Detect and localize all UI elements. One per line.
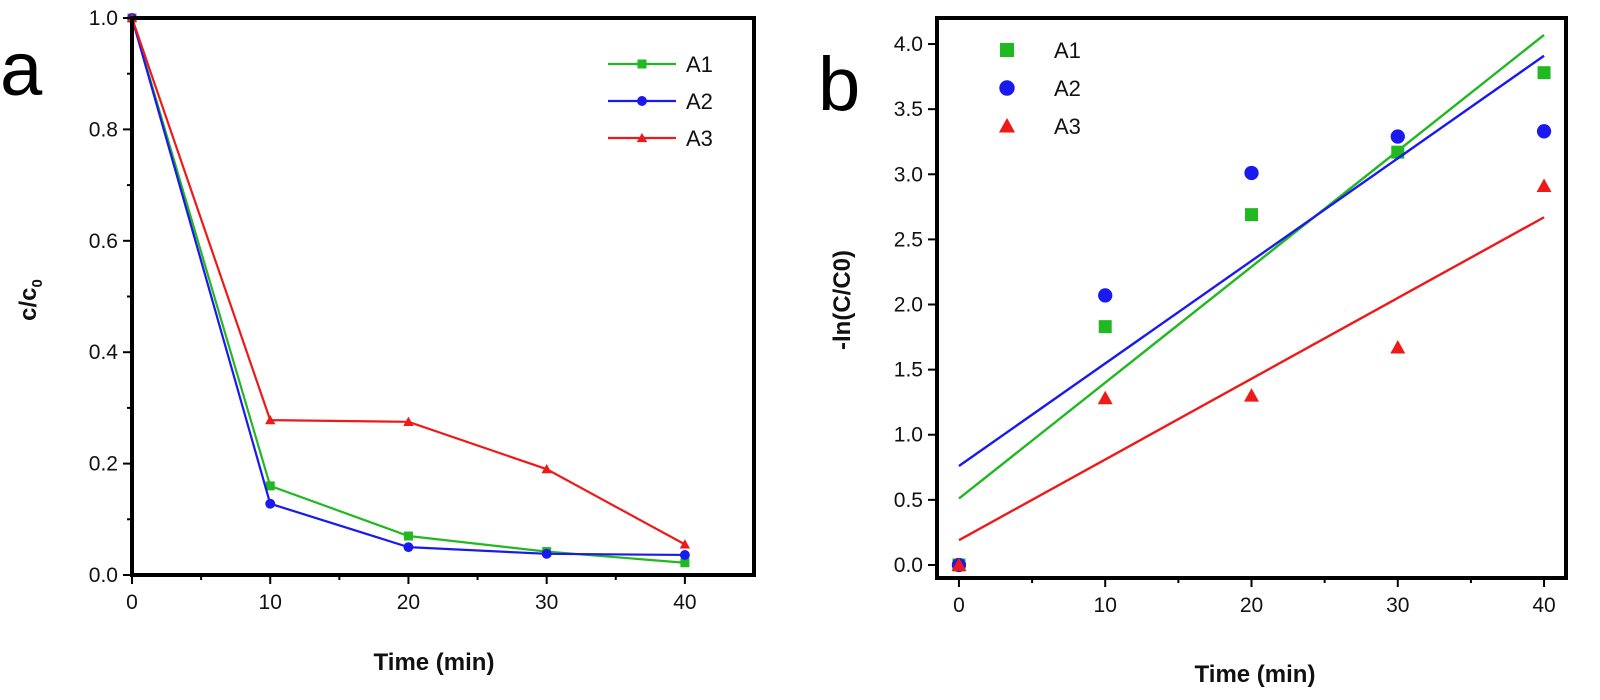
b-point-a2	[1098, 288, 1113, 303]
b-legend-label: A1	[1054, 38, 1081, 63]
b-point-a2	[1244, 165, 1259, 181]
b-y-tick-label: 1.5	[894, 359, 923, 382]
a-legend-marker	[637, 96, 647, 106]
b-y-tick-label: 0.5	[894, 489, 923, 512]
panel-b-y-ticks: 0.0 0.5 1.0 1.5 2.0 2.5 3.0 3.5 4.0	[894, 33, 937, 577]
panel-a-y-ticks: 0.0 0.2 0.4 0.6 0.8 1.0	[89, 7, 132, 587]
a-point-a3	[679, 539, 691, 549]
a-x-tick-label: 10	[259, 591, 282, 614]
b-point-a3	[1097, 390, 1113, 405]
panel-a-y-axis-title-main: c/c	[15, 287, 42, 320]
a-legend-item-a3: A3	[608, 126, 713, 151]
panel-a-letter: a	[0, 27, 43, 112]
a-y-tick-label: 0.8	[89, 118, 118, 141]
b-point-a1	[1098, 320, 1112, 334]
panel-a-legend: A1 A2 A3	[608, 52, 713, 151]
panel-b-plot-area	[951, 33, 1552, 573]
a-point-a3	[403, 416, 414, 426]
a-y-tick-label: 1.0	[89, 7, 118, 30]
a-point-a2	[679, 549, 690, 560]
b-fit-line-a1	[958, 33, 1545, 500]
a-x-tick-label: 40	[673, 591, 696, 614]
a-legend-item-a2: A2	[608, 89, 713, 114]
b-point-a3	[951, 557, 967, 571]
panel-b-y-axis-title: -ln(C/C0)	[829, 250, 856, 350]
a-series-a3	[126, 12, 691, 549]
a-series-line-a1	[130, 17, 685, 564]
a-y-tick-label: 0.2	[89, 453, 118, 476]
b-x-tick-label: 10	[1094, 594, 1117, 617]
b-x-tick-label: 20	[1240, 594, 1263, 617]
b-legend-marker	[999, 80, 1015, 96]
b-point-a1	[1537, 66, 1551, 80]
a-series-a2	[127, 13, 690, 560]
b-legend-item-a3: A3	[998, 114, 1081, 139]
panel-b-x-ticks: 0 10 20 30 40	[953, 578, 1556, 617]
a-series-line-a2	[130, 17, 685, 557]
panel-a-plot-area	[126, 12, 691, 568]
a-point-a2	[541, 548, 552, 559]
panel-a-x-ticks: 0 10 20 30 40	[126, 575, 697, 614]
b-y-tick-label: 1.0	[894, 424, 923, 447]
a-y-tick-label: 0.4	[89, 341, 119, 364]
panel-a-y-axis-title: c/c0	[15, 279, 46, 321]
a-legend-marker	[636, 132, 648, 143]
panel-a-x-axis-title: Time (min)	[374, 649, 495, 676]
a-y-tick-label: 0.6	[89, 230, 118, 253]
b-legend-marker	[1000, 43, 1014, 57]
panel-a: a 0 10 20 30 40 0.0 0.2 0.4 0.6 0.8 1.0 Time (min…	[0, 7, 756, 676]
b-y-tick-label: 2.5	[894, 228, 923, 251]
a-legend-label: A3	[686, 126, 713, 151]
a-legend-label: A2	[686, 89, 713, 114]
b-point-a1	[1245, 208, 1258, 222]
a-x-tick-label: 20	[397, 591, 420, 614]
a-series-a1	[127, 13, 690, 568]
b-legend-marker	[998, 117, 1016, 133]
a-legend-label: A1	[686, 52, 713, 77]
b-y-tick-label: 3.0	[894, 163, 923, 186]
panel-a-y-axis-title-sub: 0	[29, 279, 46, 287]
a-x-tick-label: 30	[535, 591, 558, 614]
panel-b-letter: b	[818, 42, 860, 127]
b-y-tick-label: 4.0	[894, 33, 923, 56]
a-point-a1	[680, 558, 690, 568]
a-point-a2	[265, 498, 276, 509]
panel-b-frame	[935, 16, 1568, 580]
b-series-a3	[951, 178, 1552, 571]
a-legend-marker	[637, 59, 647, 69]
a-y-tick-label: 0.0	[89, 564, 118, 587]
b-y-tick-label: 3.5	[894, 98, 923, 121]
a-legend-item-a1: A1	[608, 52, 713, 77]
b-y-tick-label: 0.0	[894, 554, 923, 577]
b-x-tick-label: 30	[1386, 594, 1409, 617]
panel-b-legend: A1 A2 A3	[998, 38, 1081, 139]
a-point-a1	[265, 481, 275, 491]
b-legend-item-a2: A2	[999, 76, 1081, 101]
b-point-a1	[1391, 145, 1405, 159]
b-legend-item-a1: A1	[1000, 38, 1081, 63]
b-fit-line-a3	[958, 216, 1545, 542]
b-point-a2	[1536, 124, 1552, 139]
b-point-a2	[1390, 129, 1405, 144]
a-point-a3	[265, 414, 276, 425]
a-x-tick-label: 0	[126, 591, 138, 614]
b-point-a3	[1536, 178, 1552, 192]
b-x-tick-label: 0	[953, 594, 965, 617]
a-point-a2	[403, 542, 414, 553]
a-point-a3	[541, 463, 552, 474]
b-y-tick-label: 2.0	[894, 294, 923, 317]
b-legend-label: A3	[1054, 114, 1081, 139]
a-point-a1	[403, 531, 413, 541]
b-fit-line-a2	[958, 54, 1545, 467]
panel-b-x-axis-title: Time (min)	[1195, 661, 1316, 688]
b-x-tick-label: 40	[1532, 594, 1555, 617]
b-point-a3	[1244, 388, 1259, 402]
panel-b: b 0 10 20 30 40 0.00.51.01.52.02.53.03.54.0 …	[818, 16, 1568, 688]
b-legend-label: A2	[1054, 76, 1081, 101]
a-series-line-a3	[130, 17, 686, 546]
b-point-a3	[1390, 340, 1406, 354]
